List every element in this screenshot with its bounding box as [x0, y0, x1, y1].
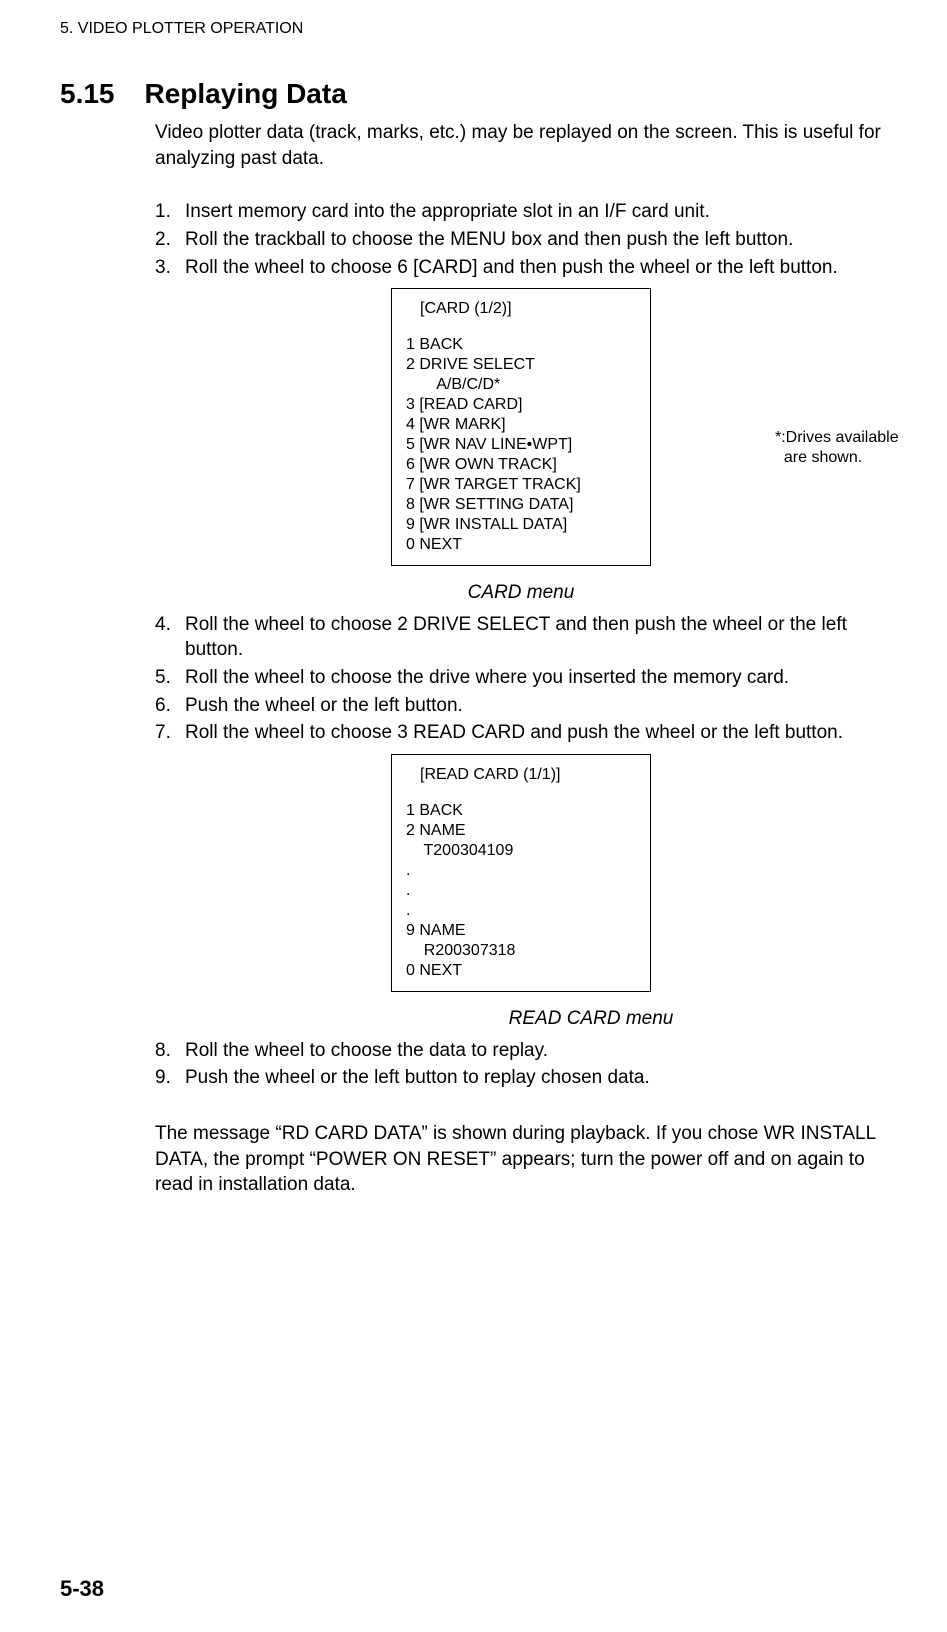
list-item: 9. Push the wheel or the left button to …	[155, 1065, 887, 1091]
step-text: Roll the wheel to choose 2 DRIVE SELECT …	[185, 612, 887, 663]
menu-line: .	[406, 881, 636, 901]
step-text: Roll the trackball to choose the MENU bo…	[185, 227, 793, 253]
menu-line: 9 [WR INSTALL DATA]	[406, 515, 636, 535]
list-item: 8. Roll the wheel to choose the data to …	[155, 1038, 887, 1064]
read-card-menu-figure: [READ CARD (1/1)] 1 BACK 2 NAME T2003041…	[155, 754, 887, 992]
menu-line: 0 NEXT	[406, 961, 636, 981]
menu-line: A/B/C/D*	[406, 375, 636, 395]
step-number: 3.	[155, 255, 185, 281]
step-text: Roll the wheel to choose 3 READ CARD and…	[185, 720, 843, 746]
menu-lines: 1 BACK 2 NAME T200304109 . . . 9 NAME R2…	[406, 801, 636, 981]
step-number: 7.	[155, 720, 185, 746]
menu-line: 1 BACK	[406, 801, 636, 821]
step-number: 1.	[155, 199, 185, 225]
menu-line: .	[406, 901, 636, 921]
menu-line: 9 NAME	[406, 921, 636, 941]
chapter-header: 5. VIDEO PLOTTER OPERATION	[60, 20, 887, 38]
intro-paragraph: Video plotter data (track, marks, etc.) …	[155, 120, 887, 171]
step-text: Insert memory card into the appropriate …	[185, 199, 710, 225]
step-text: Roll the wheel to choose 6 [CARD] and th…	[185, 255, 838, 281]
menu-line: 4 [WR MARK]	[406, 415, 636, 435]
card-menu-figure: [CARD (1/2)] 1 BACK 2 DRIVE SELECT A/B/C…	[155, 288, 887, 566]
menu-title: [READ CARD (1/1)]	[406, 765, 636, 785]
list-item: 1. Insert memory card into the appropria…	[155, 199, 887, 225]
step-number: 4.	[155, 612, 185, 663]
menu-line: 1 BACK	[406, 335, 636, 355]
card-menu-box: [CARD (1/2)] 1 BACK 2 DRIVE SELECT A/B/C…	[391, 288, 651, 566]
list-item: 5. Roll the wheel to choose the drive wh…	[155, 665, 887, 691]
list-item: 4. Roll the wheel to choose 2 DRIVE SELE…	[155, 612, 887, 663]
steps-list-b: 4. Roll the wheel to choose 2 DRIVE SELE…	[155, 612, 887, 746]
menu-line: .	[406, 861, 636, 881]
menu-line: 6 [WR OWN TRACK]	[406, 455, 636, 475]
menu-line: 2 DRIVE SELECT	[406, 355, 636, 375]
step-number: 9.	[155, 1065, 185, 1091]
menu-title: [CARD (1/2)]	[406, 299, 636, 319]
menu-line: T200304109	[406, 841, 636, 861]
closing-paragraph: The message “RD CARD DATA” is shown duri…	[155, 1121, 887, 1198]
menu-line: 5 [WR NAV LINE•WPT]	[406, 435, 636, 455]
menu-lines: 1 BACK 2 DRIVE SELECT A/B/C/D* 3 [READ C…	[406, 335, 636, 555]
note-line: are shown.	[775, 448, 947, 468]
read-card-menu-box: [READ CARD (1/1)] 1 BACK 2 NAME T2003041…	[391, 754, 651, 992]
step-number: 5.	[155, 665, 185, 691]
list-item: 6. Push the wheel or the left button.	[155, 693, 887, 719]
menu-line: R200307318	[406, 941, 636, 961]
menu-line: 0 NEXT	[406, 535, 636, 555]
list-item: 7. Roll the wheel to choose 3 READ CARD …	[155, 720, 887, 746]
section-number: 5.15	[60, 78, 115, 110]
menu-line: 3 [READ CARD]	[406, 395, 636, 415]
page-number: 5-38	[60, 1576, 104, 1602]
section-title: Replaying Data	[145, 78, 347, 110]
step-number: 6.	[155, 693, 185, 719]
menu-line: 2 NAME	[406, 821, 636, 841]
menu-line: 7 [WR TARGET TRACK]	[406, 475, 636, 495]
step-number: 8.	[155, 1038, 185, 1064]
step-text: Push the wheel or the left button.	[185, 693, 463, 719]
step-text: Roll the wheel to choose the drive where…	[185, 665, 789, 691]
card-menu-caption: CARD menu	[155, 580, 887, 606]
list-item: 2. Roll the trackball to choose the MENU…	[155, 227, 887, 253]
step-number: 2.	[155, 227, 185, 253]
read-card-menu-caption: READ CARD menu	[295, 1006, 887, 1032]
note-line: *:Drives available	[775, 428, 947, 448]
drives-note: *:Drives available are shown.	[775, 428, 947, 468]
step-text: Push the wheel or the left button to rep…	[185, 1065, 650, 1091]
steps-list-a: 1. Insert memory card into the appropria…	[155, 199, 887, 280]
menu-line: 8 [WR SETTING DATA]	[406, 495, 636, 515]
step-text: Roll the wheel to choose the data to rep…	[185, 1038, 548, 1064]
steps-list-c: 8. Roll the wheel to choose the data to …	[155, 1038, 887, 1091]
list-item: 3. Roll the wheel to choose 6 [CARD] and…	[155, 255, 887, 281]
